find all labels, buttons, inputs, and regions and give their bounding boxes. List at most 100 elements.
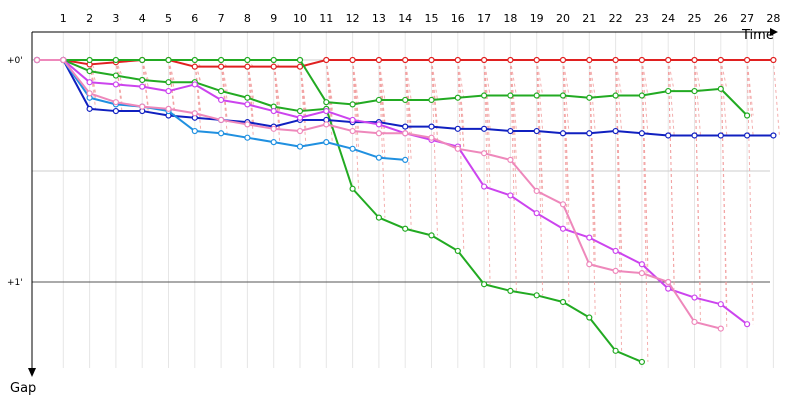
data-point	[559, 225, 567, 232]
y-tick-label: +0'	[7, 56, 23, 66]
data-point	[402, 123, 409, 130]
data-point	[717, 56, 724, 64]
data-point	[191, 81, 198, 88]
pit-connector	[89, 59, 97, 83]
data-point	[612, 347, 619, 354]
data-point	[428, 96, 435, 104]
pit-connector	[746, 59, 754, 136]
y-tick-label: +1'	[7, 278, 23, 288]
data-point	[559, 130, 567, 137]
data-point	[349, 145, 356, 152]
pit-connector	[667, 59, 675, 136]
data-point	[612, 92, 619, 99]
data-point	[507, 92, 514, 99]
x-tick-label: 10	[293, 12, 307, 25]
data-point	[270, 107, 277, 115]
x-tick-label: 3	[112, 12, 119, 25]
pit-connector	[404, 59, 412, 134]
pit-connector	[536, 59, 544, 96]
x-tick-label: 4	[139, 12, 146, 25]
x-tick-label: 19	[530, 12, 544, 25]
data-point	[375, 96, 382, 104]
x-tick-label: 17	[477, 12, 491, 25]
pit-connector	[404, 59, 412, 229]
data-point	[691, 318, 698, 326]
data-point	[481, 150, 488, 157]
data-point	[586, 314, 593, 321]
pit-connector	[694, 59, 701, 92]
pit-connector	[115, 59, 123, 103]
x-tick-label: 11	[319, 12, 333, 25]
pit-connector	[378, 59, 386, 134]
data-point	[428, 123, 435, 130]
data-point	[323, 121, 330, 128]
pit-connector	[431, 59, 438, 127]
data-point	[60, 56, 67, 64]
x-tick-label: 15	[425, 12, 439, 25]
pit-connector	[746, 59, 754, 325]
data-point	[691, 294, 698, 301]
pit-connector	[694, 59, 701, 322]
pit-connector	[168, 59, 175, 83]
x-tick-label: 26	[714, 12, 728, 25]
data-point	[481, 281, 488, 288]
data-point	[586, 261, 593, 268]
data-point	[375, 56, 382, 64]
data-point	[743, 321, 751, 328]
data-point	[218, 96, 225, 104]
series-line	[37, 59, 748, 117]
data-point	[165, 79, 172, 86]
data-point	[402, 156, 409, 163]
data-point	[86, 67, 93, 75]
data-point	[481, 92, 488, 99]
data-point	[218, 87, 225, 95]
pit-connector	[694, 59, 701, 136]
data-point	[743, 112, 751, 119]
data-point	[481, 183, 488, 190]
pit-connector	[641, 59, 649, 96]
data-point	[296, 143, 304, 150]
pit-connector	[641, 59, 649, 362]
pit-connector	[615, 59, 623, 96]
data-point	[323, 56, 330, 64]
series-line	[37, 59, 748, 325]
data-point	[638, 92, 646, 99]
pit-connector	[562, 59, 570, 229]
data-point	[665, 87, 672, 95]
data-point	[454, 125, 461, 132]
data-point	[191, 110, 198, 117]
y-axis-title: Gap	[10, 381, 36, 396]
data-point	[402, 225, 409, 232]
x-tick-label: 6	[191, 12, 198, 25]
data-point	[533, 187, 540, 195]
data-point	[375, 121, 382, 128]
data-point	[507, 287, 514, 294]
data-point	[139, 83, 146, 90]
data-point	[218, 56, 225, 64]
data-point	[86, 105, 93, 112]
data-point	[112, 81, 120, 88]
data-point	[270, 125, 277, 132]
pit-connector	[246, 59, 254, 125]
data-point	[349, 127, 356, 135]
series-line	[37, 59, 643, 363]
pit-connector	[220, 59, 228, 120]
data-point	[612, 267, 619, 274]
pit-connector	[141, 59, 149, 81]
data-point	[323, 107, 330, 115]
x-tick-label: 20	[556, 12, 570, 25]
data-point	[665, 56, 672, 64]
data-point	[533, 292, 540, 299]
pit-connector	[509, 59, 517, 160]
series-layer	[33, 56, 777, 366]
data-point	[33, 56, 41, 64]
data-point	[691, 87, 698, 95]
data-point	[612, 247, 619, 255]
pit-connector	[483, 59, 491, 96]
pit-connector	[115, 59, 123, 85]
pit-connector	[168, 59, 175, 109]
data-point	[638, 358, 646, 366]
data-point	[559, 201, 567, 208]
data-point	[112, 72, 120, 79]
data-point	[191, 63, 198, 70]
